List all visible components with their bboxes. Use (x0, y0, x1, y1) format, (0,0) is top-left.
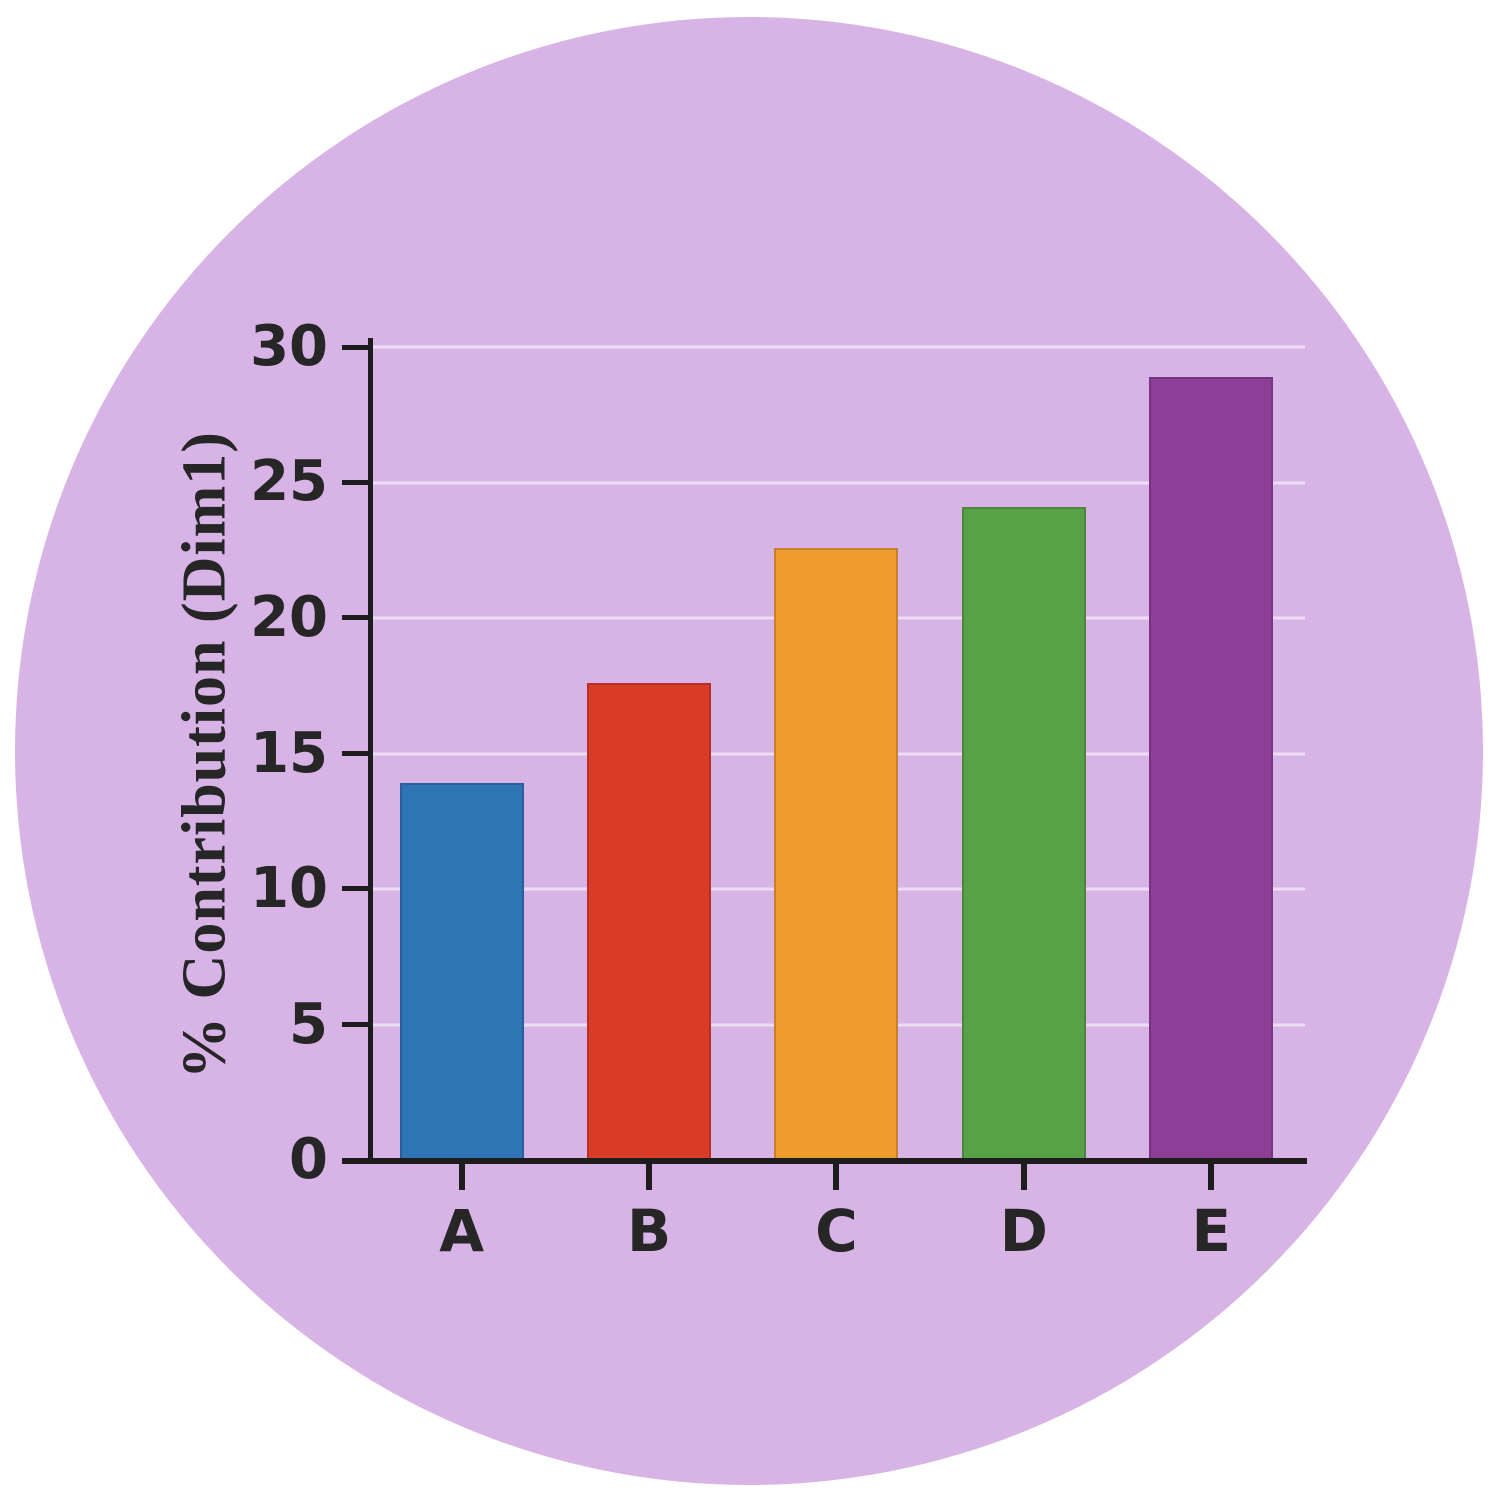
x-tick-label-E: E (1191, 1197, 1232, 1265)
bar-C (774, 547, 899, 1160)
gridline-25 (368, 481, 1305, 484)
y-tick-label-15: 15 (250, 720, 328, 786)
x-tick-C (833, 1164, 840, 1190)
x-tick-B (646, 1164, 653, 1190)
bar-slot-E (1149, 347, 1274, 1160)
x-tick-label-D: D (999, 1197, 1048, 1265)
bar-B (587, 683, 712, 1160)
y-tick-label-25: 25 (250, 449, 328, 515)
bar-slot-A (399, 347, 524, 1160)
x-tick-D (1020, 1164, 1027, 1190)
x-tick-label-B: B (626, 1197, 672, 1265)
y-tick-label-30: 30 (250, 314, 328, 379)
x-tick-label-A: A (439, 1197, 485, 1265)
y-tick-25 (342, 479, 368, 485)
y-axis: 0 5 10 15 20 25 30 (0, 319, 368, 1188)
y-tick-label-5: 5 (289, 991, 328, 1057)
y-tick-label-0: 0 (289, 1127, 328, 1192)
x-cell-A: A (400, 1164, 524, 1294)
bar-slot-B (587, 347, 712, 1160)
x-cell-C: C (774, 1164, 898, 1294)
y-tick-30 (342, 344, 368, 350)
y-tick-label-20: 20 (250, 584, 328, 650)
x-cell-E: E (1149, 1164, 1273, 1294)
x-tick-E (1208, 1164, 1215, 1190)
x-axis: A B C D E (368, 1164, 1305, 1294)
y-tick-15 (342, 751, 368, 756)
bar-slot-D (961, 347, 1086, 1160)
y-tick-5 (342, 1022, 368, 1027)
gridline-30 (368, 345, 1305, 349)
y-tick-10 (342, 886, 368, 892)
x-cell-D: D (962, 1164, 1086, 1294)
y-axis-line (368, 338, 373, 1164)
bar-D (961, 506, 1086, 1160)
x-axis-line (342, 1158, 1307, 1164)
bar-slot-C (774, 347, 899, 1160)
x-cell-B: B (587, 1164, 711, 1294)
y-tick-label-10: 10 (250, 855, 328, 921)
y-tick-20 (342, 615, 368, 621)
bar-A (399, 783, 524, 1160)
bars (368, 347, 1305, 1160)
x-tick-A (458, 1164, 465, 1190)
bar-E (1149, 376, 1274, 1160)
plot-area (368, 345, 1305, 1160)
x-tick-label-C: C (815, 1197, 858, 1265)
